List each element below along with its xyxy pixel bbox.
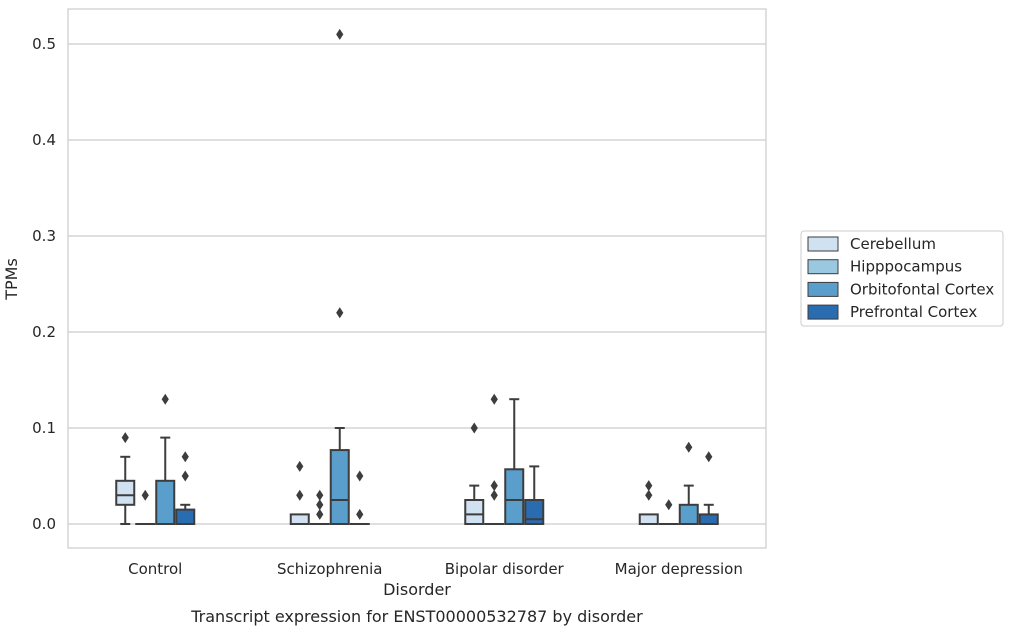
- outlier-point: [316, 508, 324, 520]
- legend: Cerebellum Hipppocampus Orbitofontal Corte…: [800, 230, 1004, 327]
- y-tick-label: 0.4: [32, 131, 56, 149]
- y-axis-title: TPMs: [2, 258, 21, 301]
- gridlines: [68, 43, 766, 525]
- legend-label: Orbitofontal Cortex: [850, 280, 994, 298]
- outlier-point: [121, 432, 129, 444]
- box-prefrontal-cortex: [524, 465, 545, 525]
- y-tick-label: 0.1: [32, 419, 56, 437]
- box-body: [678, 503, 699, 525]
- legend-swatch: [807, 236, 839, 252]
- box-body: [289, 513, 310, 526]
- outlier-point: [665, 499, 673, 511]
- box-orbitofontal-cortex: [155, 436, 176, 525]
- outlier-point: [161, 393, 169, 405]
- box-prefrontal-cortex: [175, 503, 196, 526]
- outlier-point: [181, 451, 189, 463]
- box-body: [115, 479, 136, 506]
- box-body: [524, 499, 545, 525]
- box-body: [175, 508, 196, 526]
- y-tick-label: 0.3: [32, 227, 56, 245]
- outlier-point: [336, 307, 344, 319]
- outlier-point: [316, 499, 324, 511]
- outlier-point: [141, 489, 149, 501]
- outlier-point: [296, 489, 304, 501]
- outlier-point: [181, 470, 189, 482]
- outlier-point: [356, 508, 364, 520]
- box-body: [698, 513, 719, 526]
- legend-label: Cerebellum: [850, 235, 936, 253]
- legend-label: Hipppocampus: [850, 258, 962, 276]
- x-tick-label: Bipolar disorder: [445, 560, 565, 578]
- outlier-point: [470, 422, 478, 434]
- outlier-point: [645, 489, 653, 501]
- outliers: [121, 28, 713, 520]
- box-orbitofontal-cortex: [678, 484, 699, 525]
- outlier-point: [296, 460, 304, 472]
- legend-swatch: [807, 304, 839, 320]
- box-orbitofontal-cortex: [504, 398, 525, 525]
- box-body: [464, 499, 485, 525]
- box-body: [155, 479, 176, 525]
- outlier-point: [316, 489, 324, 501]
- outlier-point: [336, 28, 344, 40]
- x-axis-ticks: Control Schizophrenia Bipolar disorder Majo…: [128, 560, 743, 578]
- x-tick-label: Schizophrenia: [277, 560, 382, 578]
- legend-swatch: [807, 259, 839, 275]
- figure-caption: Transcript expression for ENST0000053278…: [190, 607, 643, 626]
- box-cerebellum: [115, 455, 136, 525]
- outlier-point: [490, 480, 498, 492]
- box-cerebellum: [464, 484, 485, 525]
- box-orbitofontal-cortex: [329, 427, 350, 525]
- box-cerebellum: [638, 513, 659, 526]
- plot-area-frame: [67, 8, 767, 549]
- outlier-point: [705, 451, 713, 463]
- legend-label: Prefrontal Cortex: [850, 303, 977, 321]
- outlier-point: [356, 470, 364, 482]
- x-tick-label: Major depression: [615, 560, 743, 578]
- y-axis-ticks: 0.0 0.1 0.2 0.3 0.4 0.5: [32, 35, 56, 533]
- y-tick-label: 0.2: [32, 323, 56, 341]
- boxes: [115, 398, 719, 526]
- legend-frame: [800, 230, 1004, 327]
- y-tick-label: 0.0: [32, 515, 56, 533]
- box-body: [638, 513, 659, 526]
- box-body: [504, 468, 525, 525]
- legend-swatch: [807, 281, 839, 297]
- outlier-point: [685, 441, 693, 453]
- x-tick-label: Control: [128, 560, 182, 578]
- x-axis-title: Disorder: [383, 580, 451, 599]
- y-tick-label: 0.5: [32, 35, 56, 53]
- box-cerebellum: [289, 513, 310, 526]
- outlier-point: [645, 480, 653, 492]
- box-body: [329, 449, 350, 525]
- outlier-point: [490, 489, 498, 501]
- box-prefrontal-cortex: [698, 503, 719, 526]
- outlier-point: [490, 393, 498, 405]
